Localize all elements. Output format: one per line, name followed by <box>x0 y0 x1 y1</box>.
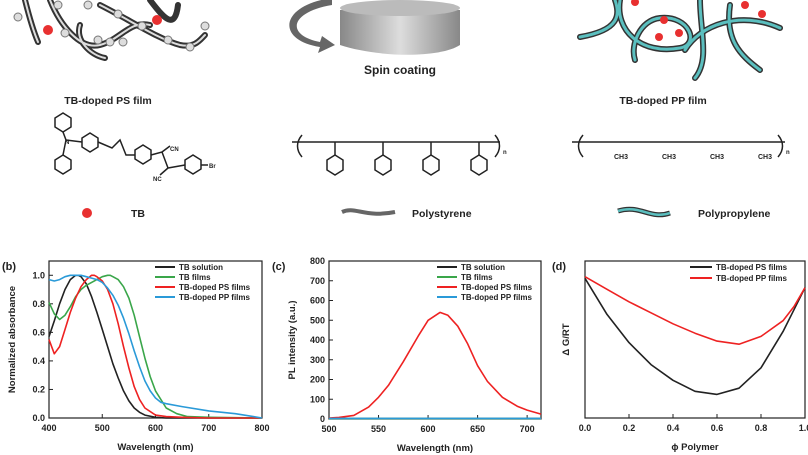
series-line-tb-doped-ps-films <box>48 274 262 419</box>
y-tick-label: 0.4 <box>32 356 45 366</box>
x-tick-label: 550 <box>371 424 386 434</box>
legend-polypropylene-label: Polypropylene <box>698 208 771 220</box>
panel-label: (c) <box>272 261 286 273</box>
polystyrene-structure <box>292 134 501 176</box>
series-line-tb-doped-pp-films <box>584 276 806 345</box>
y-tick-label: 500 <box>310 315 325 325</box>
y-axis-label: Δ G/RT <box>561 323 572 355</box>
legend-entry: TB-doped PS films <box>716 263 788 272</box>
ch3-label: CH3 <box>662 154 676 161</box>
x-tick-label: 0.2 <box>623 423 636 433</box>
panel-label: (d) <box>552 261 566 273</box>
chart-panel-c: (c) 500 550 600 650 700 0 100 200 300 400 500 600 700… <box>272 256 542 454</box>
ch3-label: CH3 <box>614 154 628 161</box>
nitrogen-atom-label: N <box>65 140 69 146</box>
spin-coating-label: Spin coating <box>364 63 436 77</box>
cn-label: CN <box>170 147 179 153</box>
series-line-tb-doped-ps-films <box>328 311 542 419</box>
x-tick-label: 500 <box>321 424 336 434</box>
y-tick-label: 0.8 <box>32 299 45 309</box>
series-line-tb-solution <box>48 274 262 419</box>
rotation-arrow-icon <box>289 0 335 53</box>
legend-entry: TB solution <box>461 263 505 272</box>
legend-entry: TB-doped PS films <box>461 283 533 292</box>
tb-molecule-dot <box>152 15 162 25</box>
series-line-tb-doped-ps-films <box>584 277 806 396</box>
y-axis-label: PL intensity (a.u.) <box>287 300 298 379</box>
y-tick-label: 600 <box>310 296 325 306</box>
x-tick-label: 0.0 <box>579 423 592 433</box>
pp-film-illustration <box>577 0 783 81</box>
x-tick-label: 600 <box>148 423 163 433</box>
legend-entry: TB films <box>461 273 493 282</box>
x-tick-label: 800 <box>254 423 269 433</box>
legend-entry: TB films <box>179 273 211 282</box>
legend-tb-label: TB <box>131 208 145 220</box>
legend-entry: TB-doped PP films <box>461 293 533 302</box>
x-tick-label: 500 <box>95 423 110 433</box>
pp-ch3-groups: CH3 CH3 CH3 CH3 <box>614 154 772 161</box>
spin-coater-illustration: Spin coating <box>289 0 460 77</box>
legend-polystyrene-label: Polystyrene <box>412 208 472 220</box>
ps-film-illustration <box>13 0 210 61</box>
tb-chemical-structure <box>54 112 208 176</box>
x-tick-label: 600 <box>421 424 436 434</box>
panel-label: (b) <box>2 261 16 273</box>
y-tick-label: 0.0 <box>32 413 45 423</box>
y-tick-label: 0.6 <box>32 327 45 337</box>
y-axis-label: Normalized absorbance <box>7 286 18 393</box>
ps-repeat-n: n <box>503 150 507 156</box>
x-tick-label: 0.6 <box>711 423 724 433</box>
plot-frame <box>584 260 806 419</box>
legend-entry: TB solution <box>179 263 223 272</box>
y-tick-label: 100 <box>310 394 325 404</box>
y-tick-label: 0.2 <box>32 384 45 394</box>
ch3-label: CH3 <box>758 154 772 161</box>
x-tick-label: 700 <box>520 424 535 434</box>
y-tick-label: 700 <box>310 276 325 286</box>
y-tick-label: 200 <box>310 375 325 385</box>
x-axis-label: Wavelength (nm) <box>397 443 473 454</box>
x-tick-label: 0.8 <box>755 423 768 433</box>
y-tick-label: 300 <box>310 355 325 365</box>
x-tick-label: 650 <box>470 424 485 434</box>
legend-entry: TB-doped PP films <box>179 293 251 302</box>
x-tick-label: 0.4 <box>667 423 680 433</box>
tb-molecule-dot <box>43 25 53 35</box>
series-line-tb-doped-pp-films <box>48 274 263 419</box>
x-tick-label: 700 <box>201 423 216 433</box>
x-tick-label: 400 <box>41 423 56 433</box>
y-tick-label: 0 <box>320 414 325 424</box>
x-tick-label: 1.0 <box>799 423 808 433</box>
x-axis-label: Wavelength (nm) <box>117 442 193 453</box>
br-label: Br <box>209 164 216 170</box>
y-tick-label: 400 <box>310 335 325 345</box>
tb-dot-icon <box>82 208 92 218</box>
ch3-label: CH3 <box>710 154 724 161</box>
pp-film-label: TB-doped PP film <box>619 95 706 107</box>
ps-film-label: TB-doped PS film <box>64 95 152 107</box>
y-tick-label: 1.0 <box>32 270 45 280</box>
legend-entry: TB-doped PP films <box>716 274 788 283</box>
chart-panel-b: (b) 400 500 600 700 800 0.0 0.2 0.4 0.6 0.8 1.0 Wave… <box>2 260 270 453</box>
polystyrene-chain-icon <box>341 208 396 216</box>
legend-entry: TB-doped PS films <box>179 283 251 292</box>
nc-label: NC <box>153 177 162 183</box>
polypropylene-structure <box>572 134 785 158</box>
chart-panel-d: (d) 0.0 0.2 0.4 0.6 0.8 1.0 ϕ Polymer Δ G/RT TB-d… <box>552 260 808 453</box>
y-tick-label: 800 <box>310 256 325 266</box>
x-axis-label: ϕ Polymer <box>671 442 719 453</box>
pp-repeat-n: n <box>786 150 790 156</box>
